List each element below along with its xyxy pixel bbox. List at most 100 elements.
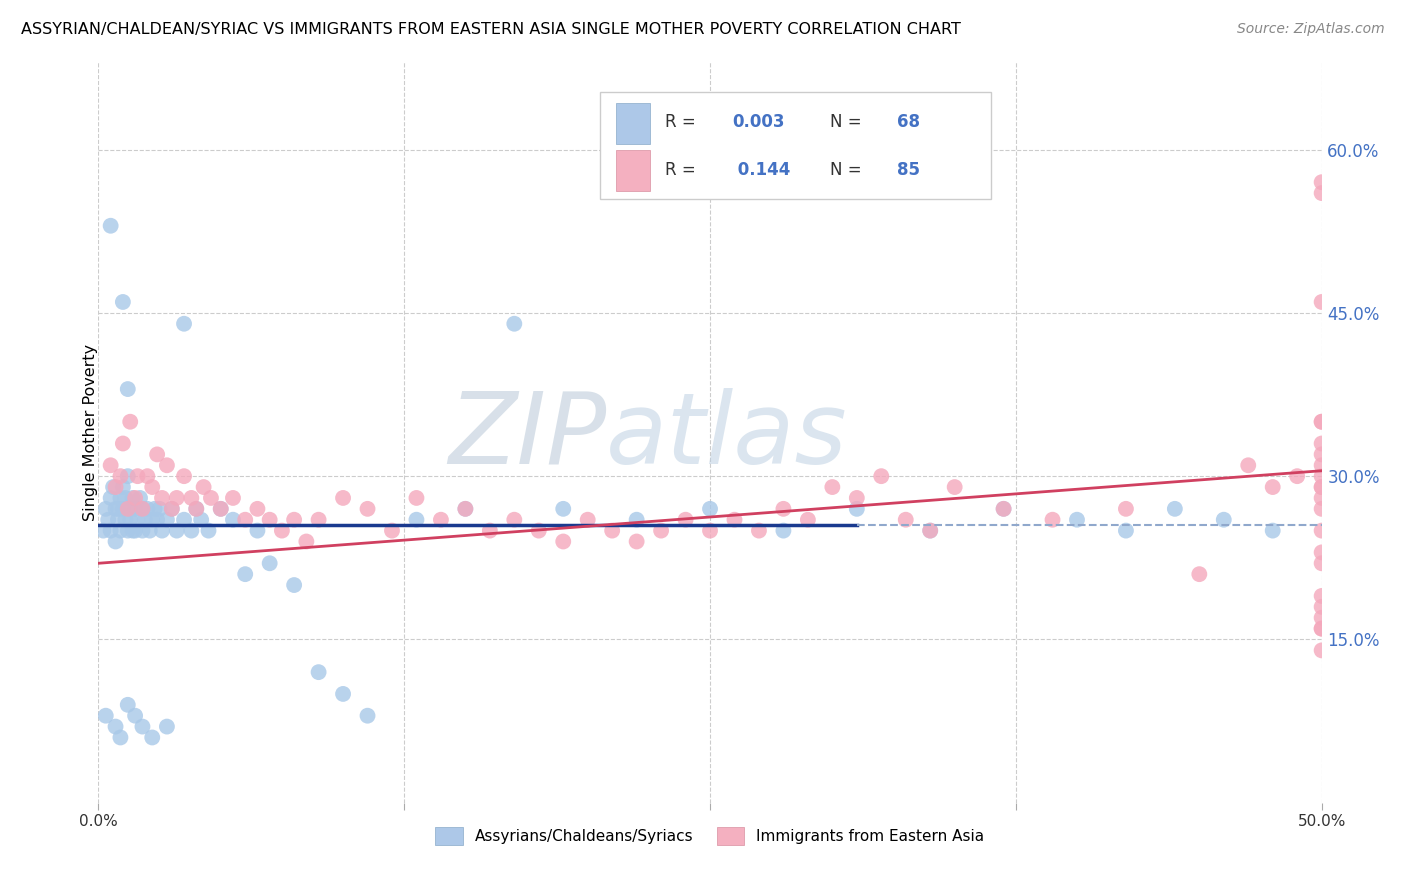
Point [626,513,648,527]
Point [870,469,893,483]
Point [1310,175,1333,189]
Point [173,469,195,483]
Point [1310,186,1333,200]
Point [111,295,134,310]
Point [270,524,294,538]
Point [1261,524,1284,538]
Point [332,687,354,701]
Point [110,524,132,538]
Text: R =: R = [665,112,700,130]
Point [1286,469,1309,483]
Point [139,524,162,538]
Point [356,501,378,516]
Text: 0.144: 0.144 [733,161,790,179]
Point [920,524,942,538]
Point [405,513,427,527]
Point [943,480,966,494]
Point [405,491,427,505]
Point [1310,469,1333,483]
Point [308,665,330,680]
Point [1310,611,1333,625]
Point [894,513,917,527]
Point [699,524,721,538]
Point [222,513,245,527]
Point [1261,480,1284,494]
Point [1310,545,1333,559]
Point [131,720,153,734]
Point [748,524,770,538]
Point [131,501,153,516]
Point [553,534,575,549]
Point [166,491,188,505]
Point [111,480,134,494]
Text: 0.003: 0.003 [733,112,785,130]
Point [193,480,215,494]
Point [1310,480,1333,494]
Point [430,513,453,527]
Point [381,524,404,538]
Point [1042,513,1064,527]
Point [1310,415,1333,429]
Point [150,524,173,538]
Point [1310,622,1333,636]
Point [295,534,318,549]
Point [156,458,179,473]
Point [197,524,219,538]
Point [100,491,122,505]
Point [117,501,139,516]
Point [124,524,146,538]
Point [104,720,127,734]
Point [121,524,143,538]
Point [190,513,212,527]
Point [1310,447,1333,461]
Point [146,447,169,461]
Point [173,317,195,331]
Point [356,708,378,723]
Point [100,524,122,538]
Point [1066,513,1088,527]
Point [233,567,256,582]
Point [332,491,354,505]
Point [1310,556,1333,570]
Point [160,501,183,516]
Point [209,501,232,516]
Point [141,480,163,494]
Point [600,524,623,538]
Point [186,501,208,516]
Point [1310,295,1333,310]
Point [180,524,202,538]
Point [117,469,139,483]
Point [127,513,149,527]
Point [173,513,195,527]
Point [527,524,550,538]
Point [127,469,149,483]
Point [1310,458,1333,473]
Point [104,501,127,516]
FancyBboxPatch shape [616,150,650,191]
Point [97,513,120,527]
Point [1310,480,1333,494]
Point [246,501,269,516]
Point [117,698,139,712]
Point [1310,643,1333,657]
Text: R =: R = [665,161,700,179]
Point [180,491,202,505]
Point [1115,524,1137,538]
Point [454,501,477,516]
Point [503,513,526,527]
Text: Source: ZipAtlas.com: Source: ZipAtlas.com [1237,22,1385,37]
Point [94,708,117,723]
Point [120,415,142,429]
Point [110,469,132,483]
Point [134,513,156,527]
Point [131,501,153,516]
Point [156,513,179,527]
Point [107,513,129,527]
Point [141,731,163,745]
Point [626,534,648,549]
Point [124,491,146,505]
Point [1310,524,1333,538]
Point [111,501,134,516]
Point [797,513,820,527]
Point [124,708,146,723]
